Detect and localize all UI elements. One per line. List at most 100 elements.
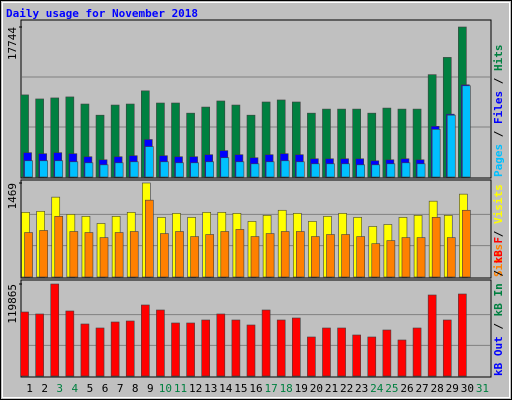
legend-separator: / bbox=[492, 263, 505, 283]
bar bbox=[114, 232, 124, 278]
bar bbox=[175, 162, 184, 178]
x-tick-label: 3 bbox=[56, 382, 63, 395]
bar bbox=[35, 313, 44, 377]
x-tick-label: 9 bbox=[147, 382, 154, 395]
x-tick-label: 5 bbox=[87, 382, 94, 395]
x-tick-label: 29 bbox=[446, 382, 459, 395]
bar bbox=[24, 160, 33, 178]
x-tick-label: 8 bbox=[132, 382, 139, 395]
bar bbox=[24, 232, 33, 278]
x-tick-label: 4 bbox=[72, 382, 79, 395]
x-tick-label: 15 bbox=[234, 382, 247, 395]
bar bbox=[442, 319, 452, 377]
bar bbox=[69, 161, 79, 178]
bar bbox=[39, 230, 48, 278]
y-tick-label: 119865 bbox=[6, 284, 19, 324]
bar bbox=[431, 217, 441, 278]
x-tick-label: 27 bbox=[415, 382, 428, 395]
legend-entry: Files bbox=[492, 91, 505, 124]
bar bbox=[311, 163, 320, 178]
bar bbox=[311, 236, 320, 278]
bar bbox=[50, 283, 60, 377]
bar bbox=[431, 129, 441, 178]
bar bbox=[291, 317, 301, 377]
bar bbox=[220, 157, 230, 178]
bar bbox=[54, 160, 64, 178]
bar bbox=[462, 209, 471, 278]
bar bbox=[356, 164, 365, 178]
x-tick-label: 10 bbox=[159, 382, 172, 395]
legend-entry: kB In bbox=[492, 283, 505, 316]
x-tick-label: 12 bbox=[189, 382, 202, 395]
bar bbox=[205, 161, 215, 178]
bar bbox=[235, 229, 245, 278]
bar bbox=[462, 85, 471, 178]
legend: Pages / Files / Hits bbox=[492, 45, 505, 178]
bar bbox=[427, 294, 437, 377]
x-tick-label: 21 bbox=[325, 382, 338, 395]
chart-title: Daily usage for November 2018 bbox=[6, 7, 198, 20]
bar bbox=[69, 231, 79, 278]
x-tick-label: 25 bbox=[385, 382, 398, 395]
bar bbox=[84, 232, 94, 278]
bar bbox=[382, 329, 392, 377]
x-tick-label: 23 bbox=[355, 382, 368, 395]
bar bbox=[129, 161, 139, 178]
bar bbox=[99, 237, 109, 278]
bar bbox=[276, 319, 286, 377]
x-tick-label: 26 bbox=[400, 382, 413, 395]
bar bbox=[326, 163, 335, 178]
x-tick-label: 30 bbox=[461, 382, 474, 395]
bar bbox=[280, 231, 290, 278]
y-tick-label: 17744 bbox=[6, 27, 19, 60]
legend-entry: Visits bbox=[492, 184, 505, 224]
bar bbox=[386, 240, 396, 278]
bar bbox=[145, 146, 154, 178]
bar bbox=[397, 339, 407, 377]
bar bbox=[160, 161, 169, 178]
bar bbox=[84, 162, 94, 178]
bar bbox=[322, 327, 331, 377]
bar bbox=[65, 310, 75, 377]
bar bbox=[416, 163, 426, 178]
bar bbox=[205, 234, 215, 278]
y-tick-label: 1469 bbox=[6, 183, 19, 210]
x-tick-label: 6 bbox=[102, 382, 109, 395]
x-tick-label: 20 bbox=[310, 382, 323, 395]
legend-entry: Pages bbox=[492, 144, 505, 177]
bar bbox=[280, 160, 290, 178]
bar bbox=[416, 237, 426, 278]
x-tick-label: 17 bbox=[264, 382, 277, 395]
bar bbox=[80, 323, 90, 377]
bar bbox=[261, 309, 271, 377]
bar bbox=[190, 236, 199, 278]
bar bbox=[171, 322, 180, 377]
bar bbox=[216, 313, 226, 377]
bar bbox=[186, 322, 195, 377]
bar bbox=[265, 161, 275, 178]
bar bbox=[458, 293, 467, 377]
bar bbox=[201, 319, 211, 377]
legend-entry: Hits bbox=[492, 45, 505, 72]
bar bbox=[265, 233, 275, 278]
x-tick-label: 28 bbox=[431, 382, 444, 395]
x-tick-label: 22 bbox=[340, 382, 353, 395]
bar bbox=[231, 319, 241, 377]
legend-separator: / bbox=[492, 224, 505, 244]
bar bbox=[352, 334, 361, 377]
legend-entry: kB F bbox=[492, 237, 505, 264]
bar bbox=[20, 311, 29, 377]
bar bbox=[99, 164, 109, 178]
bar bbox=[341, 163, 350, 178]
bar bbox=[356, 236, 365, 278]
x-tick-label: 16 bbox=[249, 382, 262, 395]
bar bbox=[235, 161, 245, 178]
bar bbox=[54, 216, 64, 278]
bar bbox=[95, 327, 105, 377]
bar bbox=[129, 231, 139, 278]
bar bbox=[307, 336, 316, 377]
bar bbox=[371, 243, 381, 278]
x-tick-label: 1 bbox=[26, 382, 33, 395]
legend-entry: Sites bbox=[492, 244, 505, 277]
